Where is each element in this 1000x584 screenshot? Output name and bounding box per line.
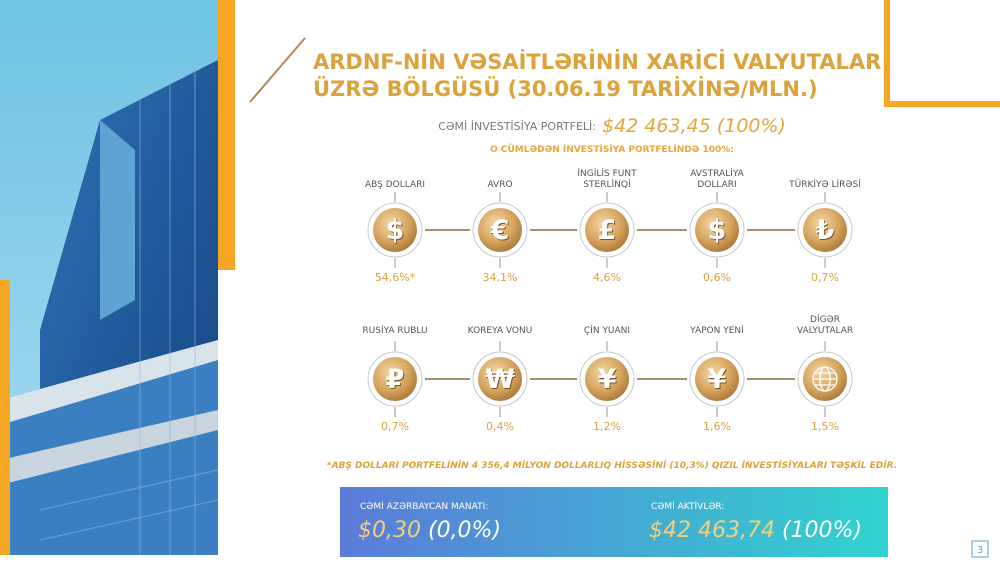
page-number-box xyxy=(971,540,989,558)
footer-label: CƏMİ AZƏRBAYCAN MANATI: xyxy=(360,501,488,512)
currency-name: AVRO xyxy=(487,180,512,190)
currency-share: 1,2% xyxy=(593,420,621,433)
currency-share: 0,7% xyxy=(811,271,839,284)
currency-share: 0,7% xyxy=(381,420,409,433)
currency-symbol: ₽ xyxy=(386,364,405,395)
currency-symbol: ₩ xyxy=(486,365,516,396)
currency-symbol: ¥ xyxy=(598,364,617,395)
currency-symbol: ¥ xyxy=(599,365,618,396)
title-rule xyxy=(249,37,306,103)
coin xyxy=(373,357,417,401)
totals-band xyxy=(340,487,888,557)
accent-frame xyxy=(884,0,1000,107)
accent-bar xyxy=(0,280,10,555)
currency-name: ABŞ DOLLARI xyxy=(365,180,425,190)
coin xyxy=(695,357,739,401)
currency-name: KOREYA VONU xyxy=(468,326,533,336)
note: *ABŞ DOLLARI PORTFELİNİN 4 356,4 MİLYON … xyxy=(327,460,897,471)
coin xyxy=(695,208,739,252)
currency-share: 1,5% xyxy=(811,420,839,433)
currency-share: 1,6% xyxy=(703,420,731,433)
globe-icon xyxy=(812,366,838,392)
currency-symbol: £ xyxy=(598,215,617,246)
currency-share: 34,1% xyxy=(483,271,518,284)
currency-symbol: $ xyxy=(386,215,405,246)
coin xyxy=(373,208,417,252)
total-value: $42 463,45 (100%) xyxy=(602,115,786,137)
currency-share: 54,6%* xyxy=(375,271,416,284)
currency-name: TÜRKİYƏ LİRƏSİ xyxy=(788,179,861,190)
currency-symbol: € xyxy=(491,216,511,247)
coin xyxy=(585,357,629,401)
currency-symbol: £ xyxy=(599,216,618,247)
page-number: 3 xyxy=(977,545,983,556)
total-label: CƏMİ İNVESTİSİYA PORTFELİ: xyxy=(438,120,596,133)
currency-symbol: € xyxy=(490,215,510,246)
coin xyxy=(585,208,629,252)
currency-symbol: ¥ xyxy=(709,365,728,396)
currency-name: DOLLARI xyxy=(697,180,736,190)
currency-symbol: $ xyxy=(709,216,728,247)
currency-name: STERLİNQİ xyxy=(583,179,630,190)
currency-symbol: ₺ xyxy=(817,216,836,247)
currency-symbol: ₺ xyxy=(816,215,835,246)
currency-share: 0,4% xyxy=(486,420,514,433)
footer-label: CƏMİ AKTİVLƏR: xyxy=(651,501,724,512)
footer-value: $0,30 (0,0%) xyxy=(358,518,501,543)
coin xyxy=(478,357,522,401)
currency-symbol: ₽ xyxy=(387,365,406,396)
currency-name: RUSİYA RUBLU xyxy=(362,325,427,336)
building-photo xyxy=(0,0,219,555)
currency-symbol: ₩ xyxy=(485,364,515,395)
accent-bar xyxy=(218,0,235,270)
currency-name: İNGİLİS FUNT xyxy=(577,168,637,179)
currency-symbol: $ xyxy=(387,216,406,247)
currency-symbol: $ xyxy=(708,215,727,246)
currency-share: 0,6% xyxy=(703,271,731,284)
title: ARDNF-NİN VƏSAİTLƏRİNİN XARİCİ VALYUTALA… xyxy=(313,49,881,74)
coin xyxy=(803,208,847,252)
currency-name: ÇİN YUANI xyxy=(584,325,630,336)
subtitle: O CÜMLƏDƏN İNVESTİSİYA PORTFELİNDƏ 100%: xyxy=(490,144,734,155)
footer-value: $42 463,74 (100%) xyxy=(649,518,862,543)
currency-name: DİGƏR xyxy=(810,314,840,325)
currency-name: AVSTRALİYA xyxy=(690,168,744,179)
coin xyxy=(478,208,522,252)
title: ÜZRƏ BÖLGÜSÜ (30.06.19 TARİXİNƏ/MLN.) xyxy=(313,76,818,101)
currency-name: VALYUTALAR xyxy=(797,326,853,336)
currency-share: 4,6% xyxy=(593,271,621,284)
currency-name: YAPON YENİ xyxy=(689,325,744,336)
currency-symbol: ¥ xyxy=(708,364,727,395)
